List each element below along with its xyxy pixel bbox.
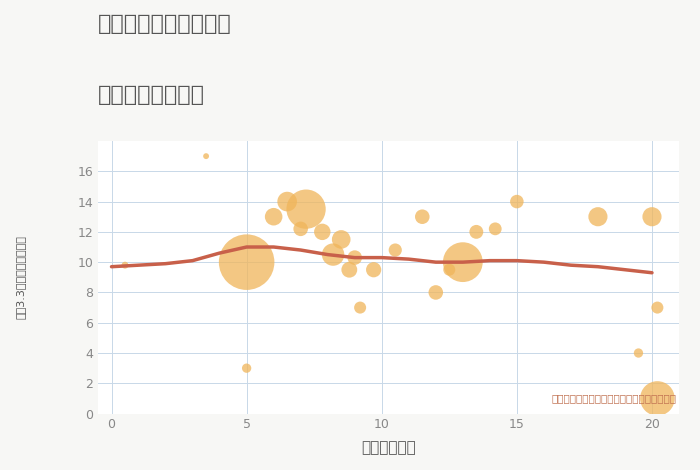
Point [328, 251, 339, 258]
Point [295, 225, 307, 233]
Point [652, 395, 663, 402]
Point [646, 213, 657, 220]
Point [344, 266, 355, 274]
Point [633, 349, 644, 357]
Point [368, 266, 379, 274]
Point [489, 225, 500, 233]
Point [300, 205, 312, 213]
Text: 円の大きさは、取引のあった物件面積を示す: 円の大きさは、取引のあった物件面積を示す [551, 393, 676, 403]
Point [511, 198, 522, 205]
Point [268, 213, 279, 220]
Point [241, 258, 252, 266]
Point [470, 228, 482, 235]
Text: 坪（3.3㎡）単価（万円）: 坪（3.3㎡）単価（万円） [16, 235, 26, 319]
Point [390, 246, 401, 254]
X-axis label: 駅距離（分）: 駅距離（分） [361, 440, 416, 455]
Point [200, 152, 211, 160]
Point [430, 289, 442, 296]
Text: 岐阜県関市洞戸栗原の: 岐阜県関市洞戸栗原の [98, 14, 232, 34]
Point [444, 266, 455, 274]
Point [354, 304, 365, 311]
Point [120, 261, 131, 269]
Point [335, 235, 346, 243]
Text: 駅距離別土地価格: 駅距離別土地価格 [98, 85, 205, 105]
Point [416, 213, 428, 220]
Point [349, 254, 360, 261]
Point [281, 198, 293, 205]
Point [457, 258, 468, 266]
Point [316, 228, 328, 235]
Point [241, 364, 252, 372]
Point [652, 304, 663, 311]
Point [592, 213, 603, 220]
